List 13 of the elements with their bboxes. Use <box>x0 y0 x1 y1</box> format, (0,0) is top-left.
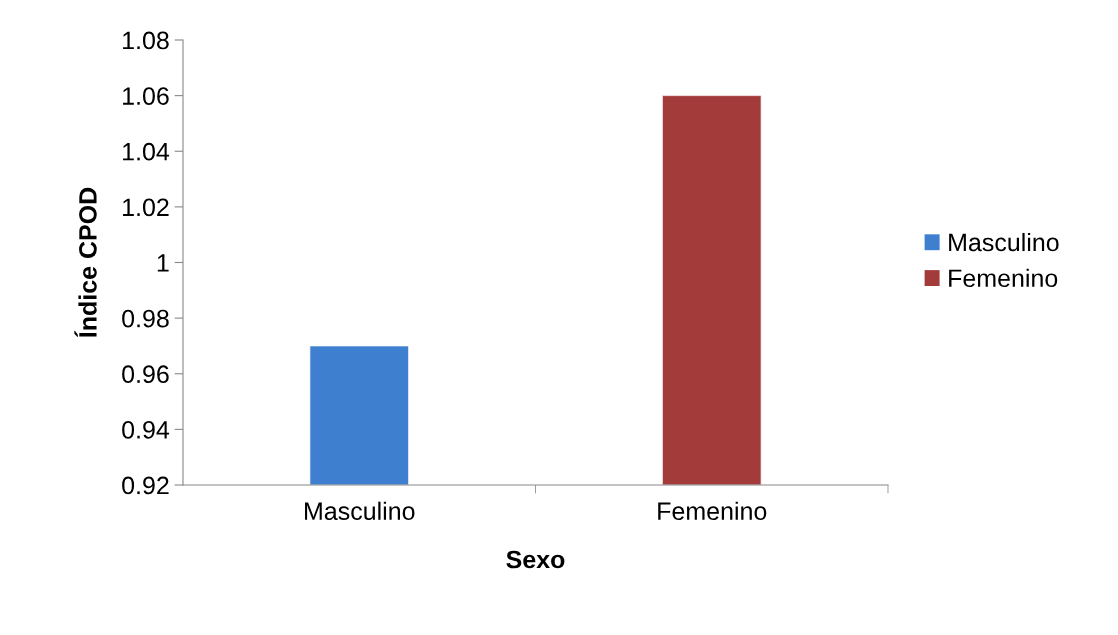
y-tick-label: 1.04 <box>123 142 170 161</box>
y-tick-label: 1.02 <box>123 198 169 217</box>
y-tick-label: 0.94 <box>122 420 170 439</box>
y-tick-label: 1.08 <box>123 31 169 50</box>
y-tick-label: 0.96 <box>122 365 169 384</box>
y-tick-label: 0.98 <box>122 309 169 328</box>
x-axis-title: Sexo <box>506 550 565 569</box>
y-axis-title: Índice CPOD <box>74 187 97 337</box>
legend-label: Femenino <box>949 268 1058 288</box>
y-tick-label: 1 <box>157 254 169 272</box>
y-tick-label: 1.06 <box>123 87 169 105</box>
y-tick-label: 0.92 <box>122 476 169 495</box>
legend-label: Masculino <box>949 232 1059 252</box>
